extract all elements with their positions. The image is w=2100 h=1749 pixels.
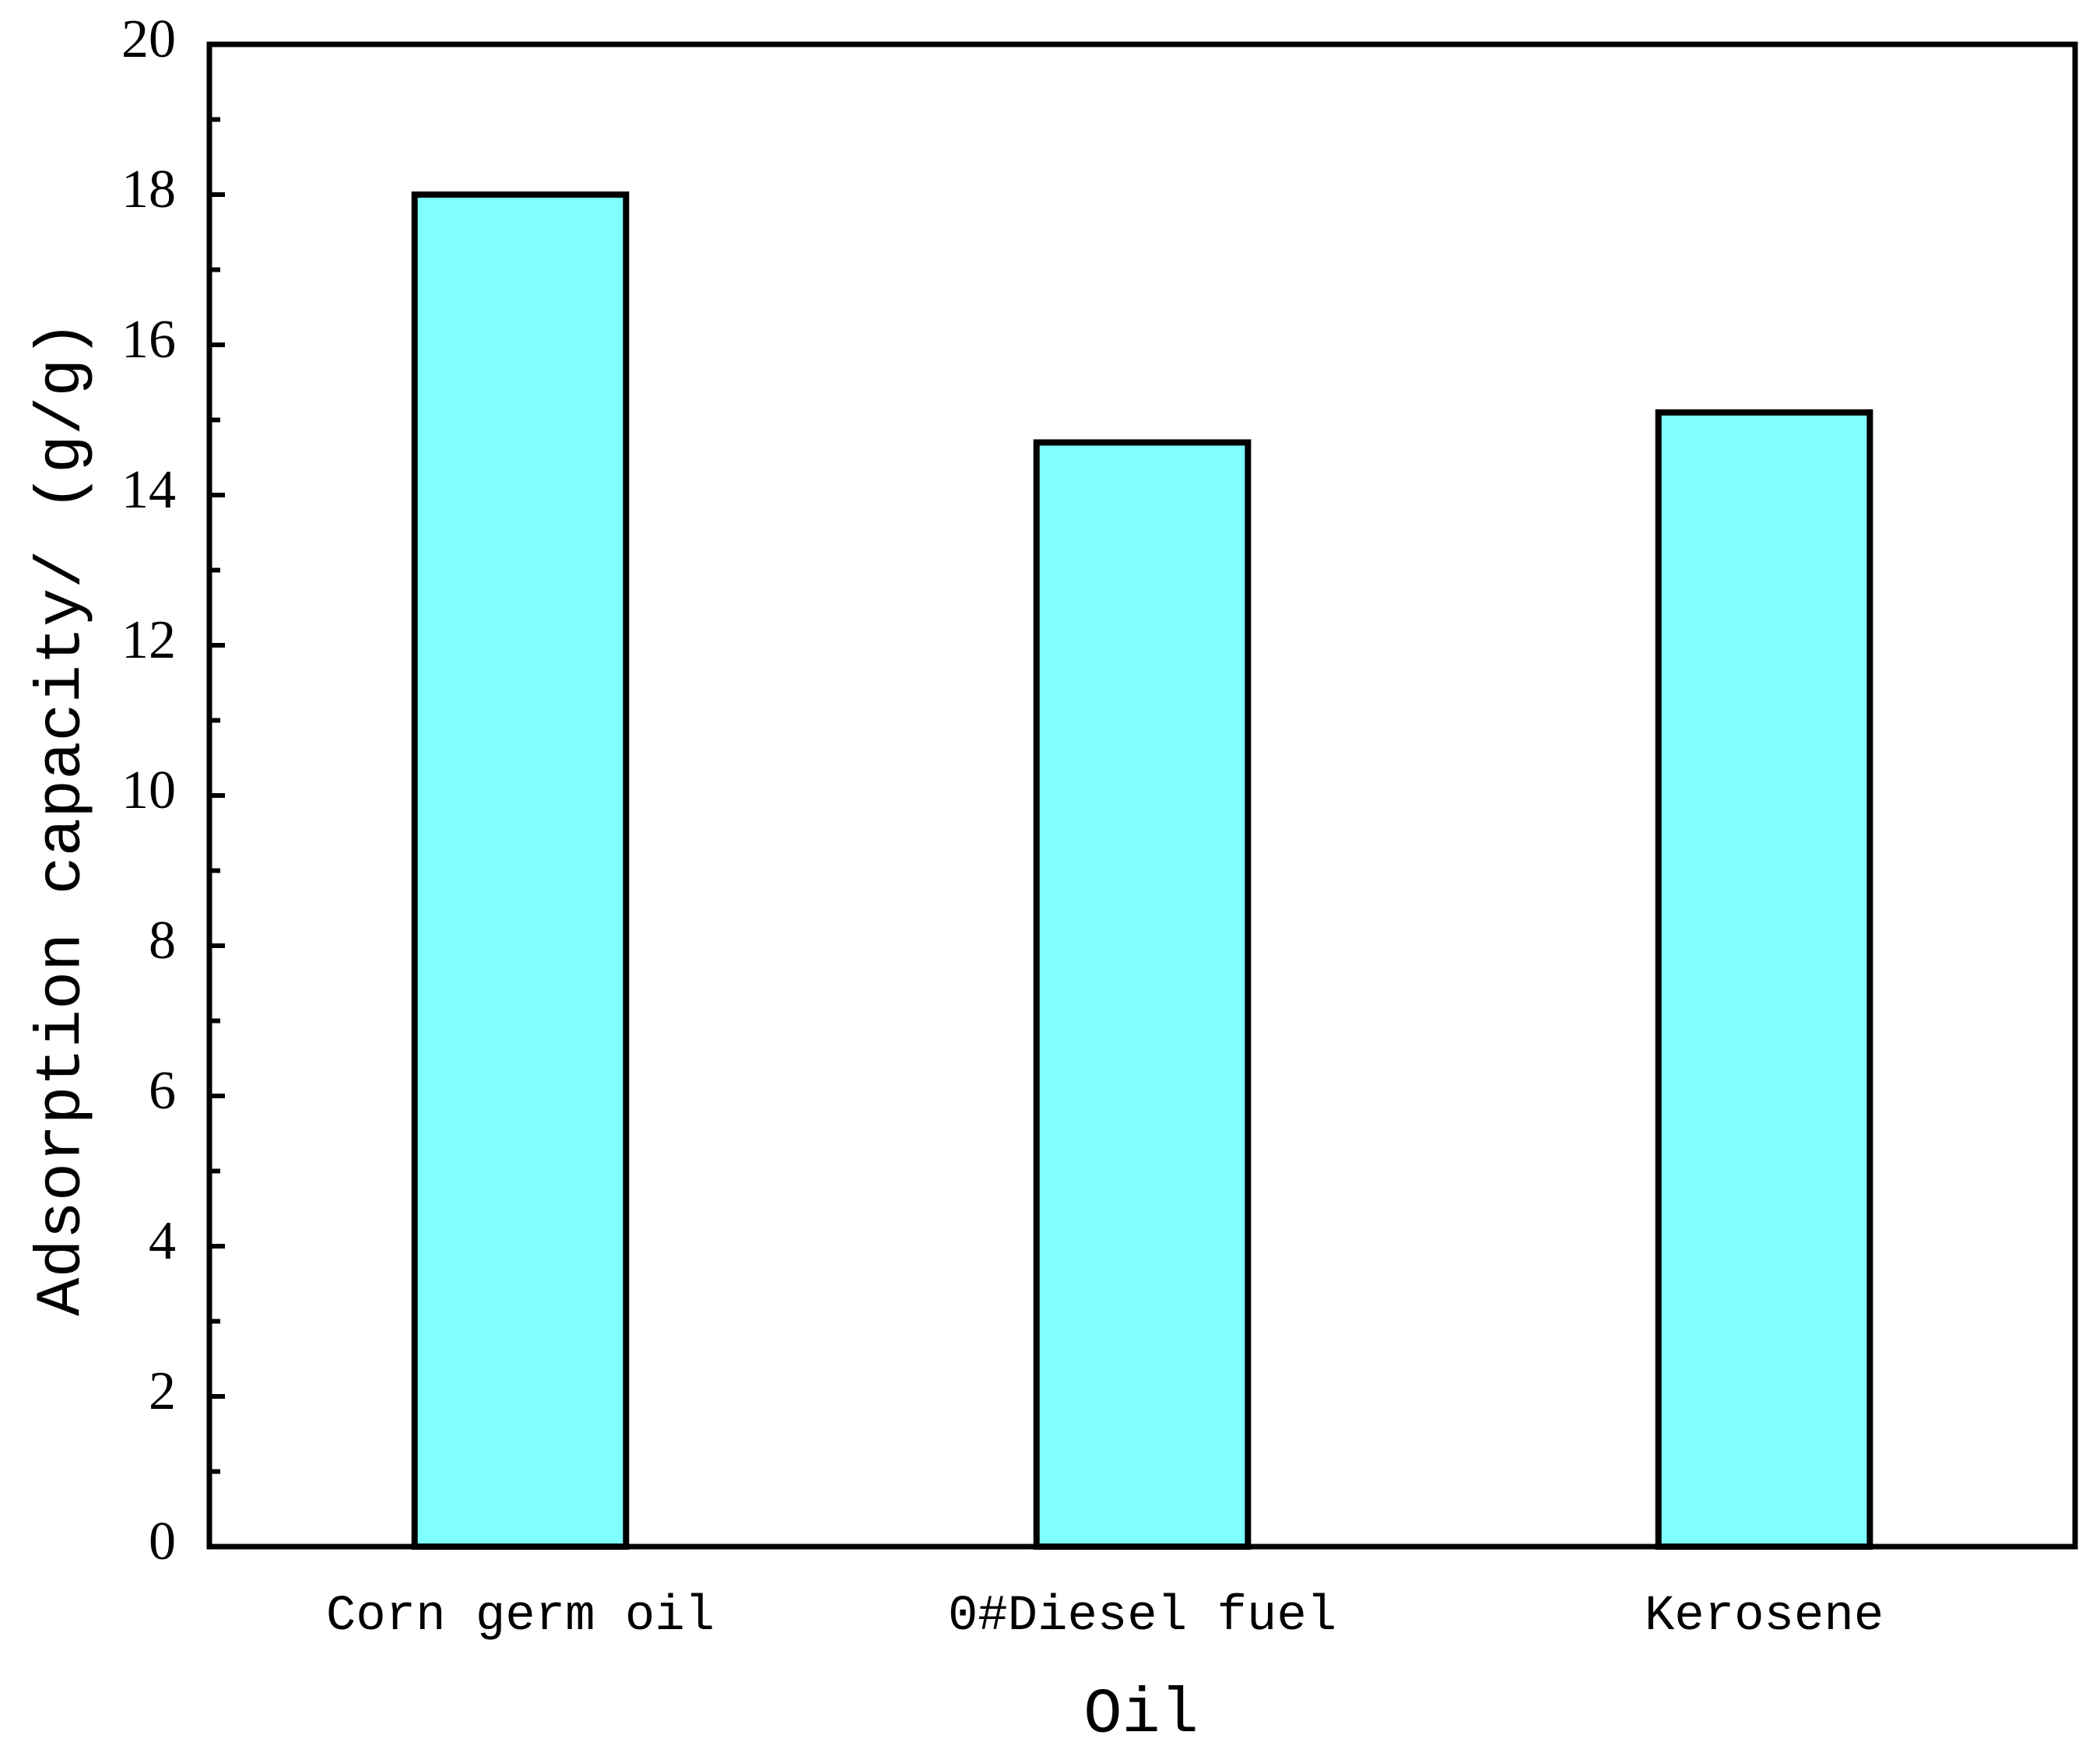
bar — [1655, 409, 1873, 1550]
y-tick-label: 12 — [121, 610, 176, 670]
y-tick-label: 6 — [149, 1061, 176, 1121]
y-tick-label: 18 — [121, 160, 176, 220]
x-tick-label: Kerosene — [1645, 1589, 1884, 1645]
x-tick-label: Corn germ oil — [326, 1589, 715, 1645]
y-tick-label: 0 — [149, 1512, 176, 1572]
bar — [411, 191, 630, 1550]
plot-frame — [206, 41, 2078, 1550]
bar — [1033, 439, 1252, 1551]
y-axis-title: Adsorption capacity/ (g/g) — [26, 320, 99, 1315]
y-tick-label: 16 — [121, 310, 176, 370]
y-tick-label: 2 — [149, 1361, 176, 1421]
y-tick-label: 8 — [149, 911, 176, 971]
y-tick-label: 10 — [121, 760, 176, 820]
x-tick-label: 0#Diesel fuel — [948, 1589, 1336, 1645]
y-tick-label: 20 — [121, 9, 176, 69]
x-axis-title: Oil — [1083, 1679, 1199, 1749]
y-tick-label: 4 — [149, 1211, 176, 1271]
y-tick-label: 14 — [121, 460, 176, 520]
